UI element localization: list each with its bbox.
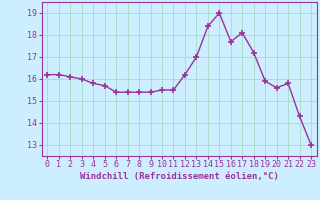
X-axis label: Windchill (Refroidissement éolien,°C): Windchill (Refroidissement éolien,°C) xyxy=(80,172,279,181)
